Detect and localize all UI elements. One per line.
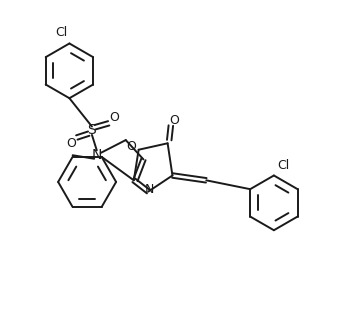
Text: Cl: Cl [277,159,289,172]
Text: N: N [92,147,102,162]
Text: O: O [66,137,76,150]
Text: Cl: Cl [55,26,68,39]
Text: O: O [169,114,179,127]
Text: N: N [145,184,155,196]
Text: O: O [127,140,136,153]
Text: O: O [109,111,119,124]
Text: S: S [88,123,96,137]
